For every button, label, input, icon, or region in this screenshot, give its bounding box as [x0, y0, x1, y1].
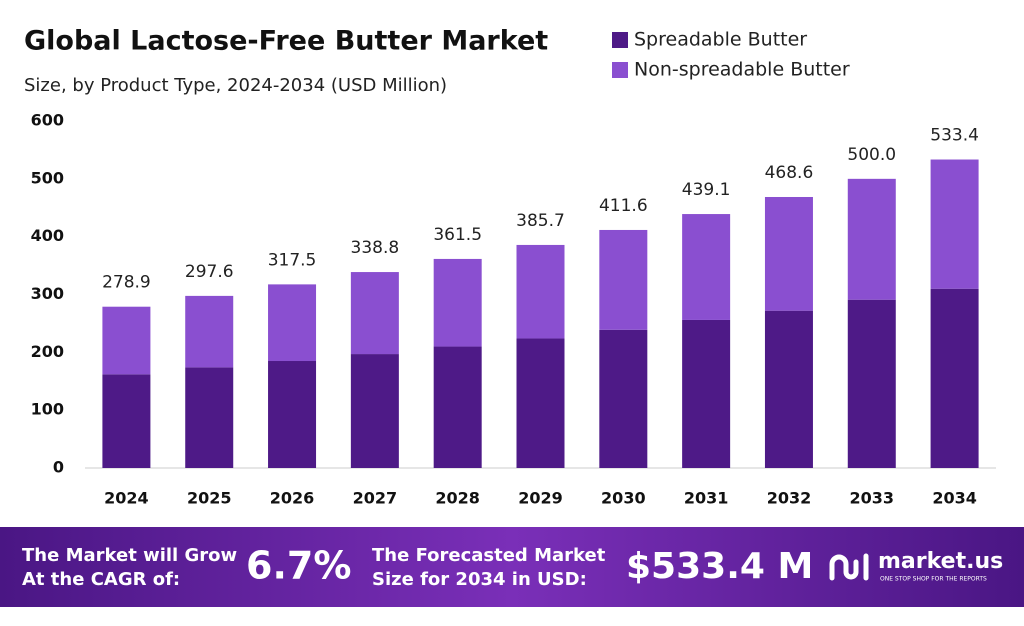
bar-segment — [350, 272, 399, 355]
banner-text: Size for 2034 in USD: — [372, 569, 587, 590]
bar-segment — [682, 214, 731, 320]
chart-title: Global Lactose-Free Butter Market — [24, 26, 548, 57]
x-tick-label: 2032 — [767, 489, 812, 508]
bar-segment — [268, 284, 317, 362]
total-label: 411.6 — [599, 196, 648, 216]
total-label: 533.4 — [930, 126, 979, 146]
bar-segment — [433, 346, 482, 468]
bar-segment — [433, 258, 482, 347]
y-tick-label: 0 — [53, 458, 64, 477]
forecast-value: $533.4 M — [626, 546, 813, 587]
brand-tagline: ONE STOP SHOP FOR THE REPORTS — [880, 576, 987, 583]
bar-segment — [516, 244, 565, 339]
x-tick-label: 2033 — [850, 489, 895, 508]
cagr-value: 6.7% — [246, 544, 351, 588]
x-tick-label: 2028 — [435, 489, 480, 508]
bar-segment — [599, 329, 648, 468]
banner-text: The Forecasted Market — [372, 545, 606, 566]
total-label: 361.5 — [433, 225, 482, 245]
total-label: 297.6 — [185, 262, 234, 282]
bar-segment — [682, 319, 731, 468]
bar-segment — [930, 288, 979, 468]
y-tick-label: 600 — [31, 111, 64, 130]
legend-swatch — [612, 32, 628, 48]
banner-text: The Market will Grow — [22, 545, 237, 566]
x-tick-label: 2027 — [353, 489, 398, 508]
x-tick-label: 2031 — [684, 489, 729, 508]
x-tick-label: 2024 — [104, 489, 149, 508]
bar-segment — [764, 310, 813, 468]
legend-label: Non-spreadable Butter — [634, 59, 850, 81]
total-label: 338.8 — [351, 238, 400, 258]
legend-label: Spreadable Butter — [634, 29, 807, 51]
chart-subtitle: Size, by Product Type, 2024-2034 (USD Mi… — [24, 75, 447, 96]
bar-segment — [930, 159, 979, 289]
y-tick-label: 200 — [31, 342, 64, 361]
total-label: 500.0 — [847, 145, 896, 165]
bar-segment — [847, 299, 896, 468]
legend: Spreadable Butter Non-spreadable Butter — [612, 29, 850, 81]
y-tick-label: 100 — [31, 400, 64, 419]
x-tick-label: 2029 — [518, 489, 563, 508]
bar-segment — [516, 338, 565, 468]
bar-segment — [599, 229, 648, 330]
bar-segment — [185, 295, 234, 368]
bar-segment — [185, 367, 234, 468]
total-label: 317.5 — [268, 250, 317, 270]
total-label: 278.9 — [102, 273, 151, 293]
x-tick-label: 2030 — [601, 489, 646, 508]
bar-segment — [764, 196, 813, 311]
bar-segment — [268, 361, 317, 468]
brand: market.us — [878, 549, 1003, 574]
banner — [0, 527, 1024, 607]
x-tick-label: 2026 — [270, 489, 315, 508]
total-label: 468.6 — [765, 163, 814, 183]
total-label: 439.1 — [682, 180, 731, 200]
brand-logo — [829, 553, 869, 581]
bar-segment — [350, 354, 399, 468]
bar-segment — [847, 178, 896, 300]
bar-segment — [102, 374, 151, 468]
bar-segment — [102, 306, 151, 375]
y-tick-label: 300 — [31, 284, 64, 303]
y-tick-label: 500 — [31, 168, 64, 187]
banner-text: At the CAGR of: — [22, 569, 180, 590]
legend-swatch — [612, 62, 628, 78]
total-label: 385.7 — [516, 211, 565, 231]
x-tick-label: 2025 — [187, 489, 232, 508]
y-tick-label: 400 — [31, 226, 64, 245]
x-tick-label: 2034 — [932, 489, 977, 508]
